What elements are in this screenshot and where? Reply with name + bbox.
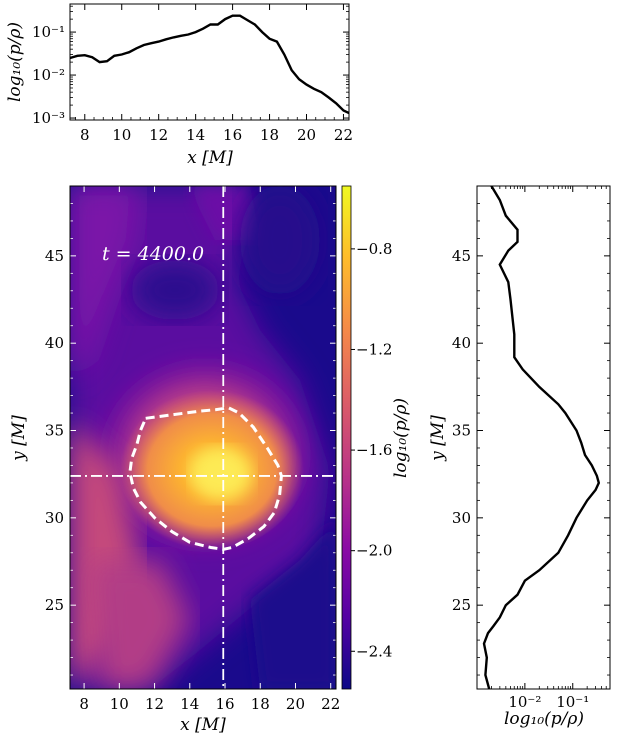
main-xtick-label: 10 bbox=[110, 695, 129, 713]
colorbar-tick-label: −1.2 bbox=[356, 340, 392, 358]
main-map-ticks: 8 10 12 14 16 18 20 22 25 30 35 40 45 bbox=[45, 186, 340, 713]
top-xtick-label: 8 bbox=[80, 126, 90, 144]
right-ytick-label: 25 bbox=[452, 596, 471, 614]
top-xtick-label: 16 bbox=[223, 126, 242, 144]
main-xtick-label: 22 bbox=[321, 695, 340, 713]
top-profile-panel: 8 10 12 14 16 18 20 22 10⁻¹ 10⁻² 10⁻³ x [M] log₁₀(… bbox=[5, 3, 353, 168]
colorbar-tick-label: −0.8 bbox=[356, 240, 392, 258]
top-xtick-label: 18 bbox=[260, 126, 279, 144]
top-profile-line bbox=[70, 14, 349, 115]
main-ytick-label: 35 bbox=[45, 422, 64, 440]
right-profile-line bbox=[482, 186, 601, 689]
top-ytick-label: 10⁻² bbox=[32, 66, 65, 84]
colorbar-tick-label: −2.0 bbox=[356, 542, 392, 560]
top-xtick-label: 14 bbox=[186, 126, 205, 144]
top-ytick-label: 10⁻¹ bbox=[32, 23, 65, 41]
main-ytick-label: 30 bbox=[45, 509, 64, 527]
right-ytick-label: 30 bbox=[452, 509, 471, 527]
right-ytick-label: 40 bbox=[452, 334, 471, 352]
right-profile-frame bbox=[476, 185, 611, 690]
main-xtick-label: 12 bbox=[145, 695, 164, 713]
right-xtick-label: 10⁻² bbox=[508, 693, 541, 711]
top-profile-ticks: 8 10 12 14 16 18 20 22 10⁻¹ 10⁻² 10⁻³ bbox=[32, 4, 353, 144]
top-profile-ylabel: log₁₀(p/ρ) bbox=[5, 22, 25, 102]
colorbar: −0.8 −1.2 −1.6 −2.0 −2.4 log₁₀(p/ρ) bbox=[341, 185, 411, 690]
main-xtick-label: 20 bbox=[286, 695, 305, 713]
top-xtick-label: 10 bbox=[112, 126, 131, 144]
right-ytick-label: 35 bbox=[452, 422, 471, 440]
main-map-xlabel: x [M] bbox=[180, 715, 226, 735]
heatmap-image bbox=[70, 186, 336, 689]
right-profile-ticks: 25 30 35 40 45 10⁻² 10⁻¹ bbox=[452, 186, 610, 711]
top-xtick-label: 12 bbox=[149, 126, 168, 144]
time-annotation: t = 4400.0 bbox=[102, 243, 204, 265]
right-xtick-label: 10⁻¹ bbox=[556, 693, 589, 711]
colorbar-tick-label: −2.4 bbox=[356, 642, 392, 660]
colorbar-gradient bbox=[341, 185, 352, 690]
top-profile-frame bbox=[69, 3, 350, 121]
main-xtick-label: 16 bbox=[215, 695, 234, 713]
main-xtick-label: 18 bbox=[251, 695, 270, 713]
top-xtick-label: 22 bbox=[334, 126, 353, 144]
main-ytick-label: 25 bbox=[45, 596, 64, 614]
right-profile-ylabel: y [M] bbox=[428, 415, 448, 462]
main-xtick-label: 8 bbox=[79, 695, 89, 713]
main-map-ylabel: y [M] bbox=[9, 415, 29, 462]
colorbar-tick-label: −1.6 bbox=[356, 441, 392, 459]
main-map-frame bbox=[69, 185, 337, 690]
top-profile-xlabel: x [M] bbox=[187, 148, 233, 168]
main-xtick-label: 14 bbox=[180, 695, 199, 713]
contour-line bbox=[128, 406, 283, 551]
top-xtick-label: 20 bbox=[297, 126, 316, 144]
right-profile-panel: 25 30 35 40 45 10⁻² 10⁻¹ log₁₀(p/ρ) y [M] bbox=[428, 185, 611, 729]
colorbar-label: log₁₀(p/ρ) bbox=[391, 398, 411, 478]
right-profile-xlabel: log₁₀(p/ρ) bbox=[504, 709, 584, 729]
top-ytick-label: 10⁻³ bbox=[32, 109, 65, 127]
right-ytick-label: 45 bbox=[452, 247, 471, 265]
colorbar-ticks: −0.8 −1.2 −1.6 −2.0 −2.4 bbox=[351, 240, 392, 660]
main-ytick-label: 40 bbox=[45, 334, 64, 352]
main-ytick-label: 45 bbox=[45, 247, 64, 265]
main-map-panel: t = 4400.0 8 10 12 14 16 18 20 22 25 30 35 40 45 x [… bbox=[9, 185, 340, 735]
